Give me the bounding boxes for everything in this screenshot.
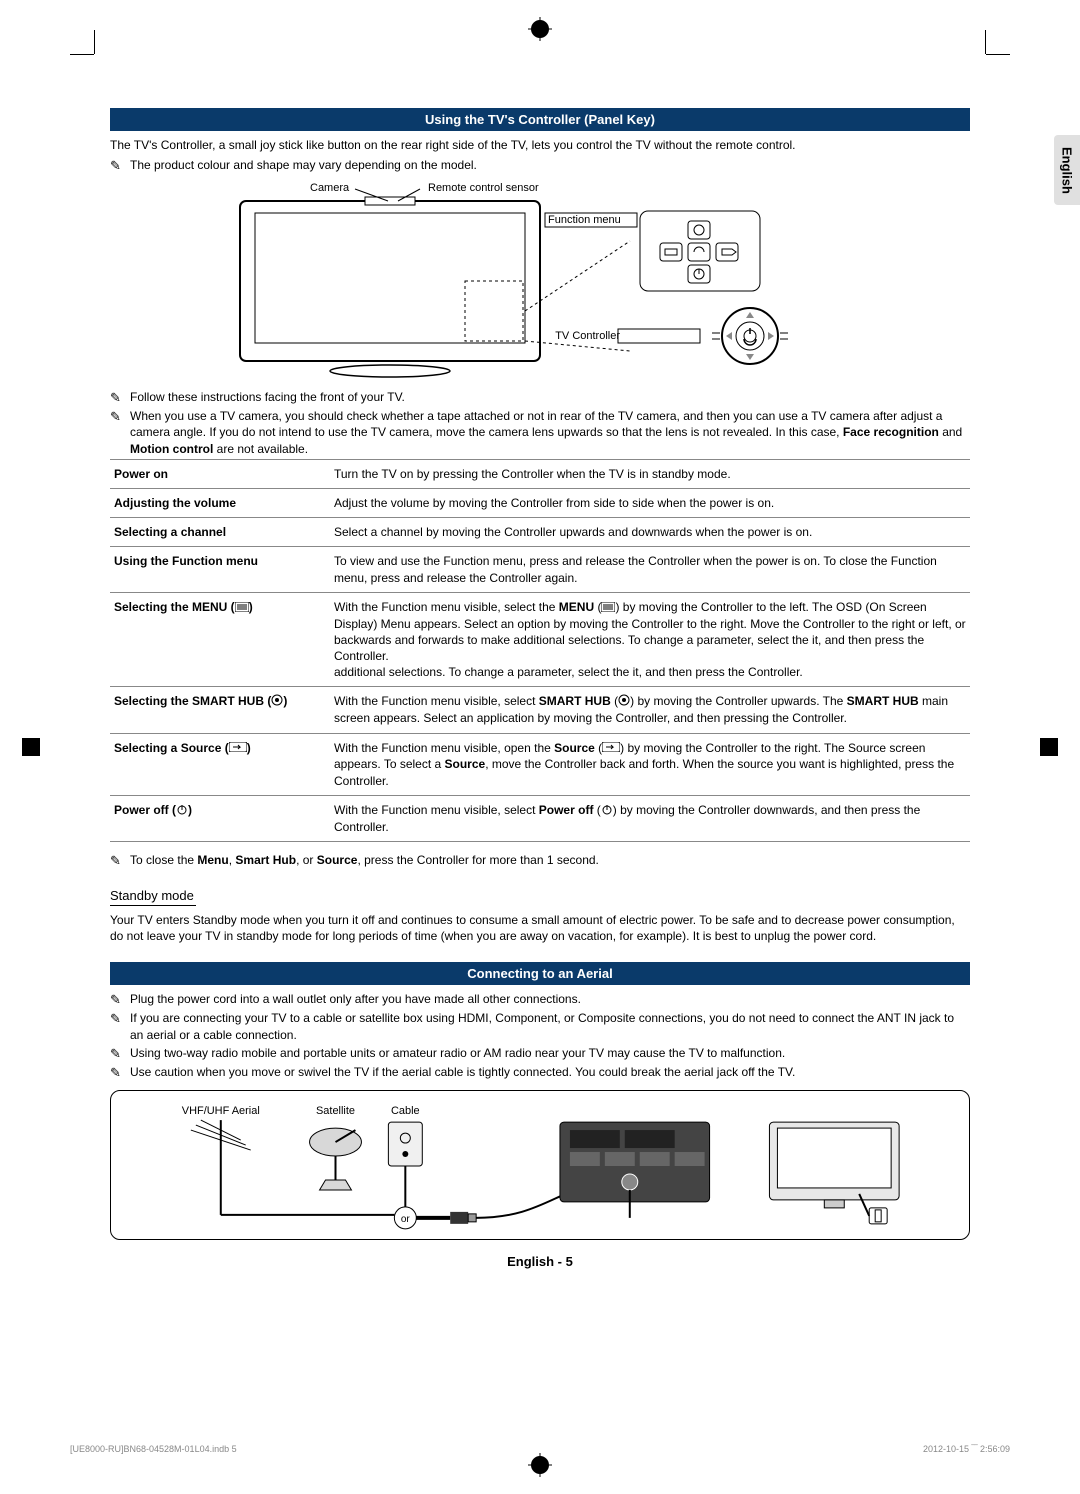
table-row: Adjusting the volumeAdjust the volume by… (110, 489, 970, 518)
aerial-note-text: If you are connecting your TV to a cable… (130, 1010, 970, 1042)
registration-mark-top (531, 20, 549, 38)
row-text: Adjust the volume by moving the Controll… (330, 489, 970, 518)
row-text: To view and use the Function menu, press… (330, 547, 970, 592)
note-close: ✎ To close the Menu, Smart Hub, or Sourc… (110, 852, 970, 870)
note-icon: ✎ (110, 1064, 130, 1082)
aerial-connection-diagram: VHF/UHF Aerial Satellite Cable or (110, 1090, 970, 1240)
label-or: or (401, 1214, 411, 1225)
standby-heading: Standby mode (110, 888, 970, 903)
note-follow: ✎ Follow these instructions facing the f… (110, 389, 970, 407)
table-row: Using the Function menuTo view and use t… (110, 547, 970, 592)
aerial-note: ✎Plug the power cord into a wall outlet … (110, 991, 970, 1009)
row-label: Selecting a channel (110, 518, 330, 547)
label-sat: Satellite (316, 1105, 355, 1117)
row-label: Power on (110, 459, 330, 488)
note-icon: ✎ (110, 1010, 130, 1028)
crop-mark (70, 54, 94, 55)
registration-mark-right (1040, 738, 1058, 756)
note-icon: ✎ (110, 852, 130, 870)
smarthub-icon (271, 694, 283, 710)
controller-functions-table: Power onTurn the TV on by pressing the C… (110, 459, 970, 842)
aerial-note: ✎Using two-way radio mobile and portable… (110, 1045, 970, 1063)
table-row: Selecting the MENU () With the Function … (110, 592, 970, 687)
standby-underline (110, 905, 196, 906)
crop-mark (985, 30, 986, 54)
note-follow-text: Follow these instructions facing the fro… (130, 389, 405, 405)
aerial-note-text: Using two-way radio mobile and portable … (130, 1045, 785, 1061)
row-label: Using the Function menu (110, 547, 330, 592)
diagram-label-funcmenu: Function menu (548, 214, 621, 226)
print-footer: [UE8000-RU]BN68-04528M-01L04.indb 5 2012… (70, 1444, 1010, 1454)
note-icon: ✎ (110, 157, 130, 175)
note-icon: ✎ (110, 389, 130, 407)
diagram-label-camera: Camera (310, 182, 350, 194)
row-text: Select a channel by moving the Controlle… (330, 518, 970, 547)
aerial-note-text: Plug the power cord into a wall outlet o… (130, 991, 581, 1007)
print-footer-left: [UE8000-RU]BN68-04528M-01L04.indb 5 (70, 1444, 237, 1454)
section-header-aerial: Connecting to an Aerial (110, 962, 970, 985)
note-model-vary-text: The product colour and shape may vary de… (130, 157, 477, 173)
row-label: Power off () (110, 795, 330, 841)
intro-text: The TV's Controller, a small joy stick l… (110, 137, 970, 153)
table-row: Selecting a Source () With the Function … (110, 733, 970, 795)
language-tab: English (1054, 135, 1080, 205)
aerial-note: ✎Use caution when you move or swivel the… (110, 1064, 970, 1082)
menu-icon (601, 600, 615, 616)
registration-mark-left (22, 738, 40, 756)
note-close-text: To close the Menu, Smart Hub, or Source,… (130, 852, 599, 868)
menu-icon (235, 600, 249, 616)
table-row: Selecting the SMART HUB () With the Func… (110, 687, 970, 733)
crop-mark (986, 54, 1010, 55)
row-text: With the Function menu visible, select P… (330, 795, 970, 841)
table-row: Power off () With the Function menu visi… (110, 795, 970, 841)
diagram-label-tvcontroller: TV Controller (555, 330, 620, 342)
note-icon: ✎ (110, 1045, 130, 1063)
row-label: Selecting the SMART HUB () (110, 687, 330, 733)
row-text: With the Function menu visible, select t… (330, 592, 970, 687)
source-icon (602, 740, 620, 756)
table-row: Selecting a channelSelect a channel by m… (110, 518, 970, 547)
smarthub-icon (618, 694, 630, 710)
row-text: With the Function menu visible, open the… (330, 733, 970, 795)
note-camera: ✎ When you use a TV camera, you should c… (110, 408, 970, 457)
row-label: Adjusting the volume (110, 489, 330, 518)
note-camera-text: When you use a TV camera, you should che… (130, 408, 970, 457)
row-text: Turn the TV on by pressing the Controlle… (330, 459, 970, 488)
note-icon: ✎ (110, 408, 130, 426)
label-cable: Cable (391, 1105, 420, 1117)
row-text: With the Function menu visible, select S… (330, 687, 970, 733)
standby-body: Your TV enters Standby mode when you tur… (110, 912, 970, 944)
note-icon: ✎ (110, 991, 130, 1009)
page-footer: English - 5 (110, 1254, 970, 1269)
note-model-vary: ✎ The product colour and shape may vary … (110, 157, 970, 175)
aerial-note: ✎If you are connecting your TV to a cabl… (110, 1010, 970, 1042)
power-icon (601, 803, 613, 819)
row-label: Selecting the MENU () (110, 592, 330, 687)
language-tab-label: English (1060, 147, 1075, 194)
diagram-label-sensor: Remote control sensor (428, 182, 539, 194)
section-header-aerial-text: Connecting to an Aerial (467, 966, 612, 981)
power-icon (176, 803, 188, 819)
section-header-controller: Using the TV's Controller (Panel Key) (110, 108, 970, 131)
registration-mark-bottom (531, 1456, 549, 1474)
source-icon (229, 740, 247, 756)
tv-controller-diagram: Camera Remote control sensor Function me… (110, 181, 970, 381)
print-footer-right: 2012-10-15 ‾‾ 2:56:09 (923, 1444, 1010, 1454)
row-label: Selecting a Source () (110, 733, 330, 795)
aerial-note-text: Use caution when you move or swivel the … (130, 1064, 795, 1080)
crop-mark (94, 30, 95, 54)
label-vhf: VHF/UHF Aerial (182, 1105, 260, 1117)
table-row: Power onTurn the TV on by pressing the C… (110, 459, 970, 488)
section-header-controller-text: Using the TV's Controller (Panel Key) (425, 112, 655, 127)
